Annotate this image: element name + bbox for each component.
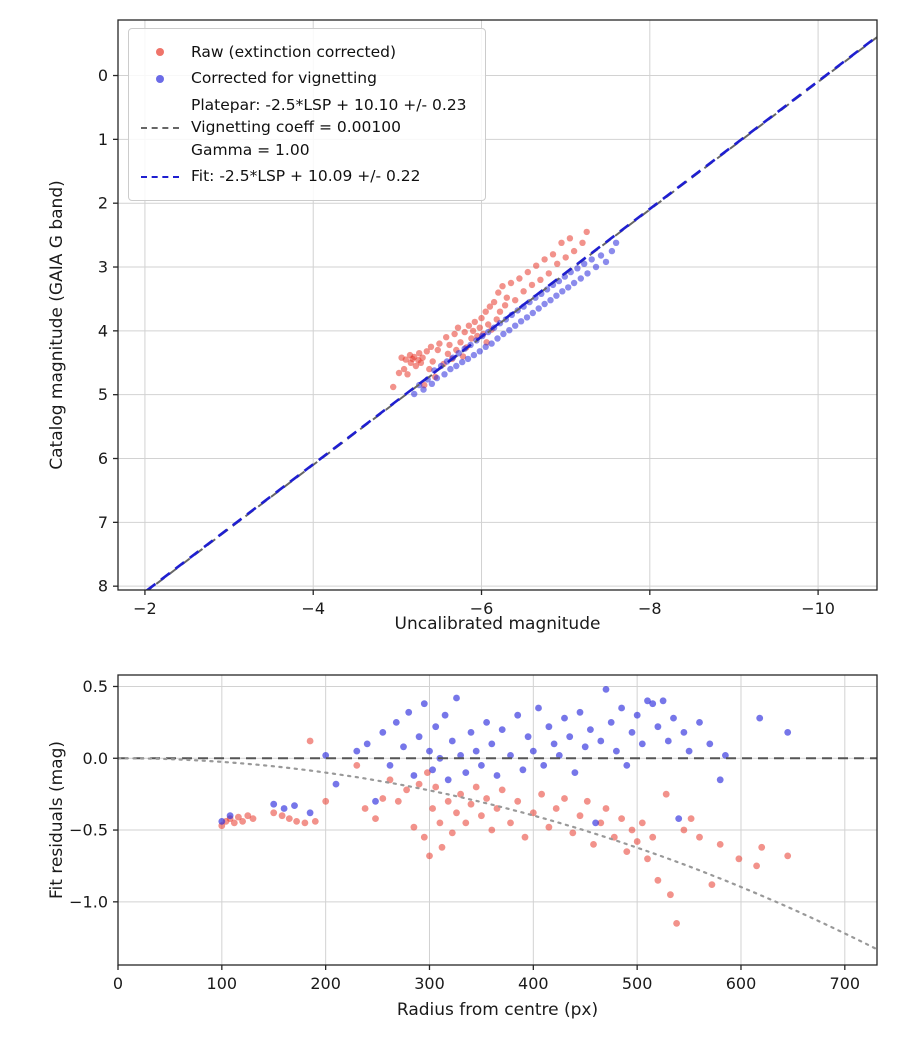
svg-text:7: 7 bbox=[98, 513, 108, 532]
axes-spines bbox=[117, 674, 878, 966]
legend-entry-raw: Raw (extinction corrected) bbox=[141, 39, 467, 65]
svg-text:−4: −4 bbox=[301, 599, 325, 618]
svg-text:600: 600 bbox=[726, 974, 757, 993]
svg-text:0.0: 0.0 bbox=[83, 749, 108, 768]
svg-text:300: 300 bbox=[414, 974, 445, 993]
legend-entry-corrected: Corrected for vignetting bbox=[141, 65, 467, 91]
legend-platepar-line1: Platepar: -2.5*LSP + 10.10 +/- 0.23 bbox=[191, 95, 467, 114]
legend-entry-fit: Fit: -2.5*LSP + 10.09 +/- 0.22 bbox=[141, 163, 467, 189]
svg-text:700: 700 bbox=[830, 974, 861, 993]
raw-dot-marker-icon bbox=[141, 48, 179, 57]
residuals-chart: 0 100 200 300 400 500 600 700 0.5 0.0 −0.5 −1.0 bbox=[69, 674, 878, 993]
line-vignetting-model bbox=[118, 757, 877, 951]
svg-text:8: 8 bbox=[98, 577, 108, 596]
axes-spines bbox=[117, 19, 878, 591]
svg-text:−6: −6 bbox=[470, 599, 494, 618]
tick-labels: −2 −4 −6 −8 −10 0 1 2 3 4 5 6 7 8 bbox=[98, 66, 835, 618]
series-raw-residuals bbox=[218, 737, 792, 927]
platepar-dashed-line-icon bbox=[141, 126, 179, 129]
legend-platepar-line3: Gamma = 1.00 bbox=[191, 140, 310, 159]
svg-text:−0.5: −0.5 bbox=[69, 821, 108, 840]
svg-text:3: 3 bbox=[98, 258, 108, 277]
svg-text:5: 5 bbox=[98, 385, 108, 404]
legend-platepar-text: Platepar: -2.5*LSP + 10.10 +/- 0.23 Vign… bbox=[191, 94, 467, 161]
series-corrected-residuals bbox=[218, 686, 792, 827]
svg-text:6: 6 bbox=[98, 449, 108, 468]
svg-text:0: 0 bbox=[98, 66, 108, 85]
svg-text:−2: −2 bbox=[133, 599, 157, 618]
svg-text:2: 2 bbox=[98, 194, 108, 213]
svg-text:−10: −10 bbox=[801, 599, 835, 618]
line-fit bbox=[145, 35, 877, 590]
legend-raw-label: Raw (extinction corrected) bbox=[191, 43, 397, 61]
plot-data bbox=[118, 686, 877, 951]
svg-text:0: 0 bbox=[113, 974, 123, 993]
series-corrected-for-vignetting bbox=[411, 239, 620, 398]
legend-box: Raw (extinction corrected) Corrected for… bbox=[128, 28, 486, 201]
svg-text:100: 100 bbox=[207, 974, 238, 993]
legend-entry-platepar: Platepar: -2.5*LSP + 10.10 +/- 0.23 Vign… bbox=[141, 92, 467, 163]
top-x-axis-label: Uncalibrated magnitude bbox=[394, 614, 601, 634]
bottom-x-axis-label: Radius from centre (px) bbox=[396, 1000, 599, 1020]
series-raw-extinction-corrected- bbox=[390, 228, 590, 391]
legend-platepar-line2: Vignetting coeff = 0.00100 bbox=[191, 118, 401, 137]
plot-data bbox=[145, 35, 877, 590]
corrected-dot-marker-icon bbox=[141, 74, 179, 83]
svg-text:1: 1 bbox=[98, 130, 108, 149]
svg-text:400: 400 bbox=[518, 974, 549, 993]
legend-fit-label: Fit: -2.5*LSP + 10.09 +/- 0.22 bbox=[191, 167, 421, 186]
svg-text:−8: −8 bbox=[638, 599, 662, 618]
bottom-y-axis-label: Fit residuals (mag) bbox=[47, 741, 67, 899]
top-y-axis-label: Catalog magnitude (GAIA G band) bbox=[47, 180, 68, 470]
svg-text:0.5: 0.5 bbox=[83, 677, 108, 696]
fit-dashed-line-icon bbox=[141, 175, 179, 178]
svg-text:4: 4 bbox=[98, 321, 108, 340]
tick-labels: 0 100 200 300 400 500 600 700 0.5 0.0 −0.5 −1.0 bbox=[69, 677, 860, 993]
svg-text:500: 500 bbox=[622, 974, 653, 993]
svg-text:200: 200 bbox=[310, 974, 341, 993]
legend-corrected-label: Corrected for vignetting bbox=[191, 69, 377, 88]
svg-text:−1.0: −1.0 bbox=[69, 892, 108, 911]
